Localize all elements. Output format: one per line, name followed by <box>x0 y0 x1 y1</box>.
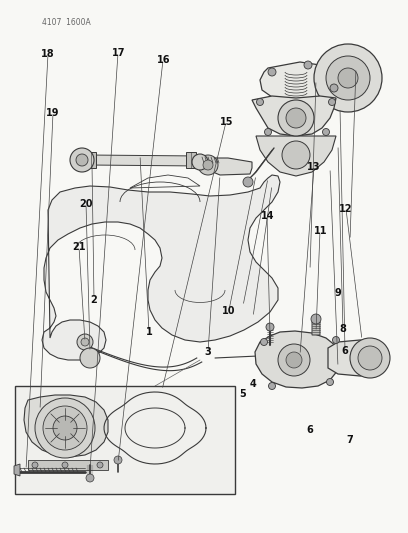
Text: 12: 12 <box>339 204 353 214</box>
Text: 15: 15 <box>220 117 233 126</box>
Circle shape <box>77 334 93 350</box>
Circle shape <box>322 128 330 135</box>
Polygon shape <box>255 331 340 388</box>
Circle shape <box>311 314 321 324</box>
Polygon shape <box>125 408 185 448</box>
Text: 1: 1 <box>146 327 152 337</box>
Circle shape <box>86 474 94 482</box>
Circle shape <box>198 155 218 175</box>
Polygon shape <box>328 340 380 376</box>
Circle shape <box>81 338 89 346</box>
Circle shape <box>338 68 358 88</box>
Circle shape <box>70 148 94 172</box>
Polygon shape <box>256 136 336 176</box>
Circle shape <box>76 154 88 166</box>
Circle shape <box>268 68 276 76</box>
Circle shape <box>286 352 302 368</box>
Text: 5: 5 <box>239 390 246 399</box>
Circle shape <box>326 56 370 100</box>
Text: 6: 6 <box>307 425 313 434</box>
Polygon shape <box>252 96 336 136</box>
Text: 4: 4 <box>250 379 256 389</box>
Circle shape <box>243 177 253 187</box>
Text: 17: 17 <box>111 49 125 58</box>
Circle shape <box>268 383 275 390</box>
Circle shape <box>97 462 103 468</box>
Text: 6: 6 <box>341 346 348 356</box>
Text: 11: 11 <box>313 227 327 236</box>
Circle shape <box>350 338 390 378</box>
Text: 20: 20 <box>79 199 93 208</box>
Text: 18: 18 <box>41 49 55 59</box>
Circle shape <box>326 378 333 385</box>
Circle shape <box>286 108 306 128</box>
Polygon shape <box>14 464 20 476</box>
Circle shape <box>62 462 68 468</box>
Circle shape <box>278 100 314 136</box>
Circle shape <box>304 61 312 69</box>
Circle shape <box>43 406 87 450</box>
FancyBboxPatch shape <box>15 386 235 494</box>
Circle shape <box>328 99 335 106</box>
Text: 14: 14 <box>260 212 274 221</box>
Text: 21: 21 <box>72 242 86 252</box>
Circle shape <box>114 456 122 464</box>
Text: 16: 16 <box>156 55 170 64</box>
Text: 8: 8 <box>339 325 346 334</box>
Circle shape <box>314 44 382 112</box>
Polygon shape <box>88 155 200 166</box>
Circle shape <box>264 128 271 135</box>
Text: 2: 2 <box>91 295 97 304</box>
Circle shape <box>53 416 77 440</box>
Text: 10: 10 <box>222 306 235 316</box>
Text: 4107  1600A: 4107 1600A <box>42 18 91 27</box>
Circle shape <box>257 99 264 106</box>
Circle shape <box>330 84 338 92</box>
Circle shape <box>282 141 310 169</box>
Text: 19: 19 <box>46 108 60 118</box>
Circle shape <box>278 344 310 376</box>
Polygon shape <box>312 320 320 335</box>
Polygon shape <box>208 158 252 175</box>
Polygon shape <box>260 62 336 100</box>
Circle shape <box>333 336 339 343</box>
Text: 7: 7 <box>347 435 353 445</box>
Polygon shape <box>86 152 96 168</box>
Circle shape <box>260 338 268 345</box>
Polygon shape <box>186 152 196 168</box>
Text: 3: 3 <box>205 347 211 357</box>
Text: 13: 13 <box>307 163 321 172</box>
Circle shape <box>266 323 274 331</box>
Circle shape <box>192 154 208 170</box>
Circle shape <box>32 462 38 468</box>
Text: 9: 9 <box>335 288 341 298</box>
Polygon shape <box>24 395 108 457</box>
Circle shape <box>35 398 95 458</box>
Polygon shape <box>42 175 280 360</box>
Circle shape <box>80 348 100 368</box>
Polygon shape <box>28 460 108 470</box>
Circle shape <box>203 160 213 170</box>
Circle shape <box>358 346 382 370</box>
